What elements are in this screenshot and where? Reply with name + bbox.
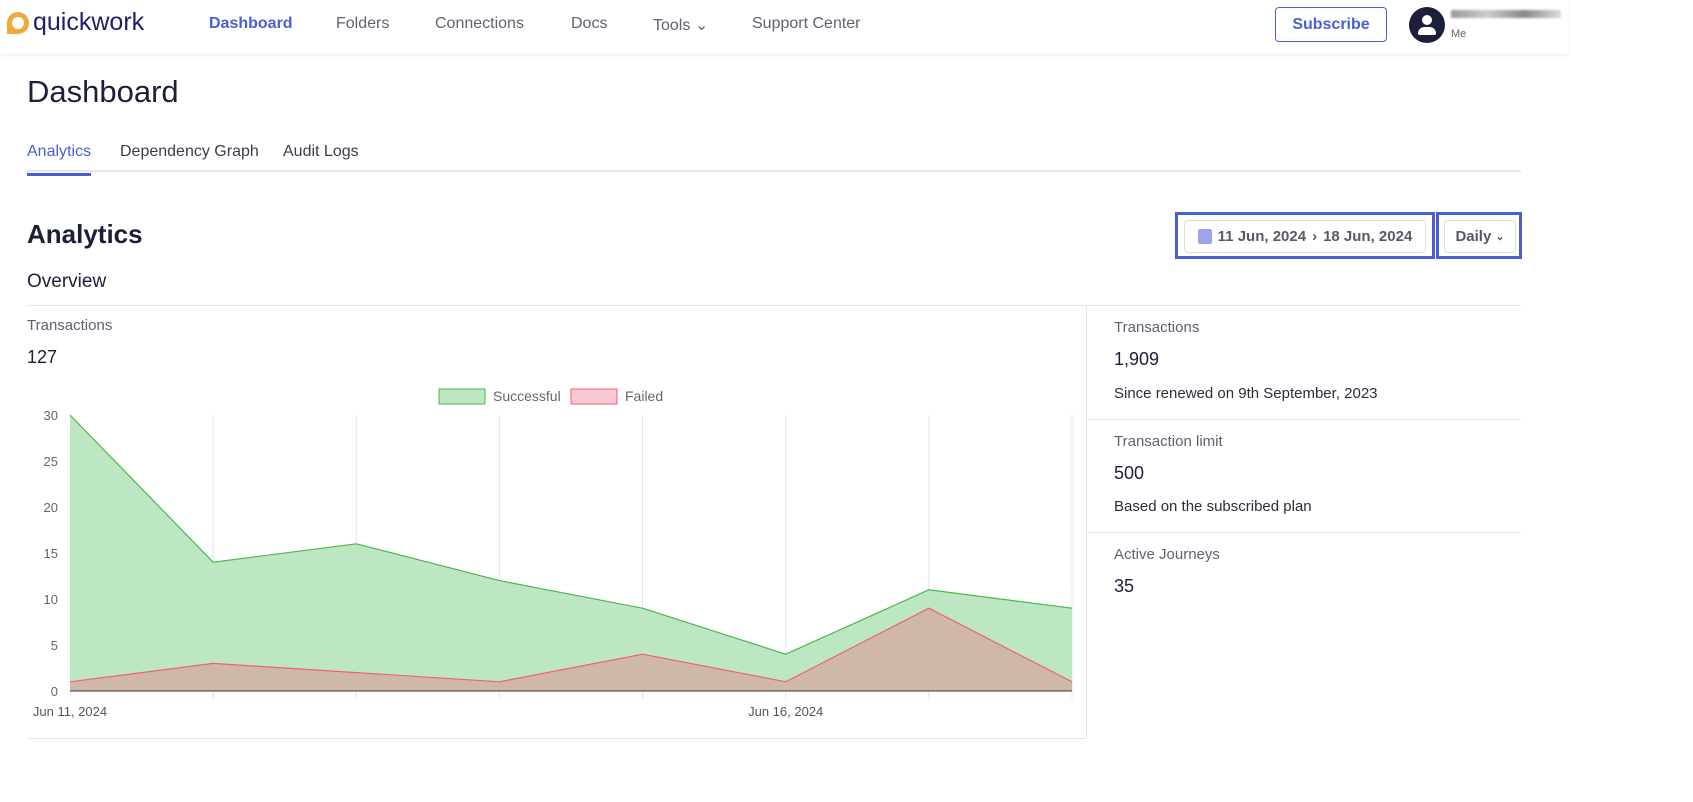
stat-note: Since renewed on 9th September, 2023 <box>1114 385 1378 402</box>
chart-total: 127 <box>27 347 58 367</box>
subscribe-button[interactable]: Subscribe <box>1275 7 1387 42</box>
nav-dashboard[interactable]: Dashboard <box>209 15 293 32</box>
y-tick-label: 5 <box>51 638 58 653</box>
user-subtitle: Me <box>1451 28 1467 40</box>
nav-tools-label: Tools <box>653 17 691 34</box>
logo[interactable]: quickwork <box>7 8 144 37</box>
overview-title: Overview <box>27 271 107 292</box>
transactions-chart: 0 5 10 15 20 25 30 Successful Failed Jun 11, 2024… <box>33 388 1073 719</box>
user-name-blurred <box>1451 10 1561 18</box>
chart-label: Transactions <box>27 317 113 334</box>
chevron-down-icon: ⌄ <box>694 17 709 34</box>
x-tick-label: Jun 11, 2024 <box>33 704 107 719</box>
area-successful <box>70 415 1072 691</box>
tab-analytics[interactable]: Analytics <box>27 143 92 176</box>
date-separator: › <box>1312 228 1318 245</box>
divider <box>1087 532 1521 533</box>
section-title: Analytics <box>27 219 143 249</box>
stat-label: Transaction limit <box>1114 433 1223 450</box>
date-start: 11 Jun, 2024 <box>1217 228 1307 245</box>
divider <box>1086 305 1087 739</box>
tab-audit-logs[interactable]: Audit Logs <box>283 143 359 160</box>
interval-dropdown[interactable]: Daily ⌄ <box>1436 212 1522 259</box>
logo-icon <box>7 11 29 34</box>
divider <box>27 738 1087 739</box>
stat-note: Based on the subscribed plan <box>1114 498 1312 515</box>
top-nav: quickwork Dashboard Folders Connections … <box>0 0 1568 54</box>
y-tick-label: 25 <box>44 454 58 469</box>
avatar-icon[interactable] <box>1409 7 1445 43</box>
legend-swatch <box>438 388 486 405</box>
y-tick-label: 0 <box>51 684 58 699</box>
legend-label: Failed <box>625 388 663 404</box>
tabs: Analytics Dependency Graph Audit Logs <box>27 130 1521 176</box>
line-successful <box>69 414 1073 655</box>
nav-docs[interactable]: Docs <box>571 15 608 32</box>
nav-support-center[interactable]: Support Center <box>752 15 861 32</box>
chevron-down-icon: ⌄ <box>1495 231 1505 243</box>
x-tick-label: Jun 16, 2024 <box>748 704 823 719</box>
stat-value: 500 <box>1114 463 1145 483</box>
legend-swatch <box>570 388 618 405</box>
calendar-icon <box>1197 229 1212 244</box>
stat-value: 35 <box>1114 576 1135 596</box>
date-range-picker[interactable]: 11 Jun, 2024 › 18 Jun, 2024 <box>1175 212 1435 259</box>
y-tick-label: 30 <box>44 408 58 423</box>
y-tick-label: 10 <box>44 592 58 607</box>
stat-label: Active Journeys <box>1114 546 1220 563</box>
tab-dependency-graph[interactable]: Dependency Graph <box>120 143 259 160</box>
logo-text: quickwork <box>33 8 145 36</box>
nav-connections[interactable]: Connections <box>435 15 524 32</box>
line-failed <box>69 607 1073 683</box>
area-failed <box>70 608 1072 691</box>
date-end: 18 Jun, 2024 <box>1323 228 1413 245</box>
page-title: Dashboard <box>27 74 179 109</box>
y-tick-label: 20 <box>44 500 58 515</box>
nav-folders[interactable]: Folders <box>336 15 390 32</box>
interval-value: Daily <box>1455 228 1492 245</box>
divider <box>27 305 1521 306</box>
nav-tools[interactable]: Tools ⌄ <box>653 15 708 35</box>
stat-value: 1,909 <box>1114 349 1160 369</box>
legend-label: Successful <box>493 388 561 404</box>
stat-label: Transactions <box>1114 319 1200 336</box>
divider <box>1087 419 1521 420</box>
y-tick-label: 15 <box>44 546 58 561</box>
